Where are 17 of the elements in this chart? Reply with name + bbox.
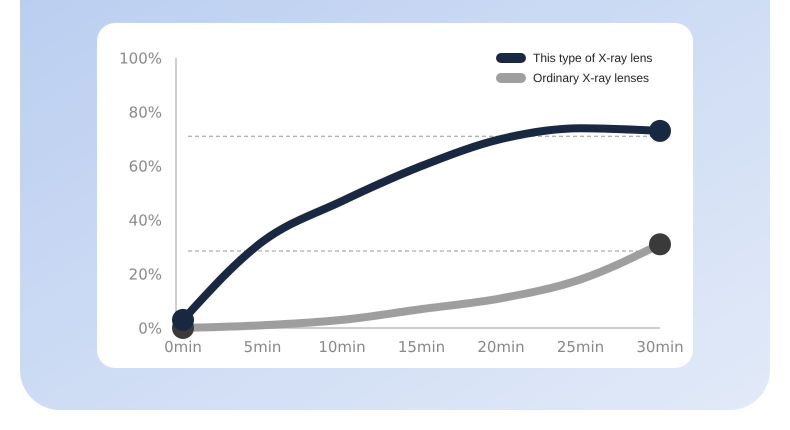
x-tick-label: 10min [318, 338, 366, 356]
y-tick-label: 60% [128, 157, 162, 176]
y-tick-label: 100% [119, 49, 162, 68]
x-tick-label: 30min [636, 338, 684, 356]
point [649, 120, 671, 142]
x-tick-label: 5min [244, 338, 282, 356]
x-tick-label: 15min [398, 338, 446, 356]
x-tick-label: 25min [556, 338, 604, 356]
y-tick-label: 80% [128, 103, 162, 122]
x-tick-label: 0min [164, 338, 202, 356]
legend-label: This type of X-ray lens [533, 51, 652, 66]
legend-label: Ordinary X-ray lenses [533, 71, 650, 86]
point [172, 308, 194, 331]
x-tick-label: 20min [477, 338, 525, 356]
y-tick-label: 40% [128, 211, 162, 230]
y-tick-label: 20% [128, 265, 162, 284]
y-tick-label: 0% [138, 319, 162, 338]
